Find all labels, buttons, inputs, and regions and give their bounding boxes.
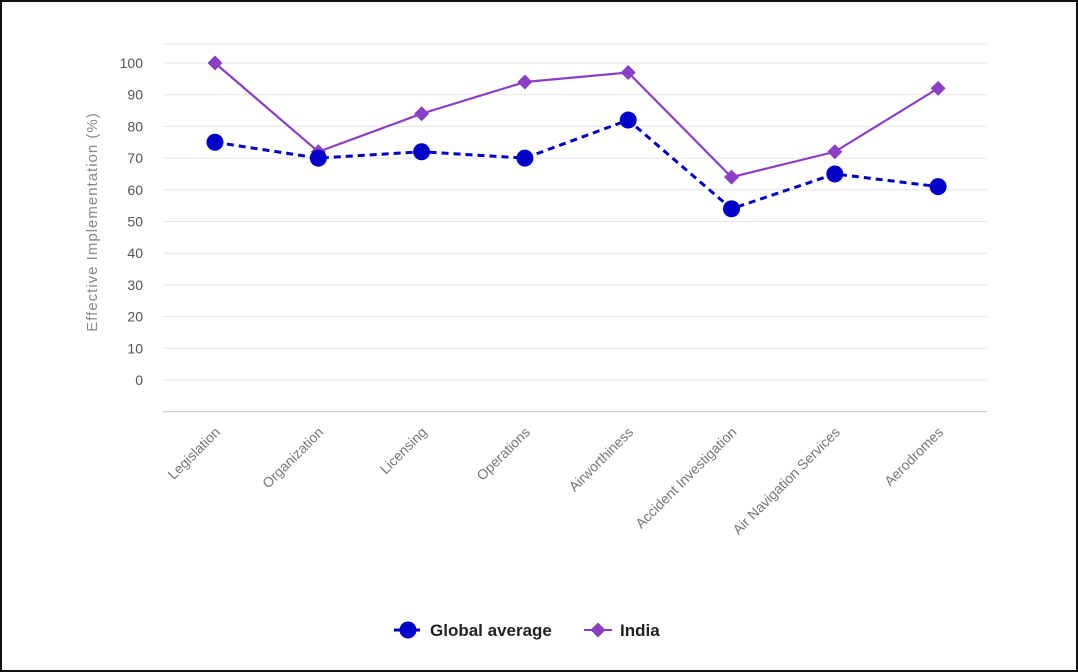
series-line	[214, 118, 939, 211]
x-tick-label: Organization	[259, 424, 326, 491]
y-tick-label: 80	[127, 118, 143, 134]
x-tick-label: Legislation	[164, 424, 223, 483]
data-point[interactable]	[516, 149, 534, 167]
y-tick-label: 10	[127, 340, 143, 356]
y-tick-label: 20	[127, 309, 143, 325]
data-point[interactable]	[929, 178, 947, 196]
x-axis-ticks: Legislation Organization Licensing Operatio…	[164, 424, 946, 538]
legend-item[interactable]: Global average	[394, 621, 552, 640]
data-point[interactable]	[414, 106, 430, 122]
data-point[interactable]	[826, 165, 844, 183]
y-tick-label: 40	[127, 245, 143, 261]
legend-item[interactable]: India	[584, 621, 660, 640]
x-tick-label: Airworthiness	[566, 424, 637, 495]
x-tick-label: Accident Investigation	[632, 424, 740, 532]
y-tick-label: 0	[135, 372, 143, 388]
x-tick-label: Air Navigation Services	[729, 424, 843, 538]
legend-marker	[399, 621, 417, 639]
data-point[interactable]	[309, 149, 327, 167]
data-point[interactable]	[207, 55, 223, 71]
y-tick-label: 60	[127, 182, 143, 198]
data-point[interactable]	[619, 111, 637, 129]
y-tick-label: 100	[120, 55, 144, 71]
data-point[interactable]	[517, 74, 533, 90]
legend-marker	[590, 622, 606, 638]
data-point[interactable]	[206, 133, 224, 151]
x-tick-label: Licensing	[377, 424, 430, 477]
data-point[interactable]	[723, 200, 740, 218]
y-tick-label: 50	[127, 214, 143, 230]
y-axis-ticks: 0 10 20 30 40 50 60 70 80 90 100	[120, 55, 144, 388]
series-line	[214, 62, 939, 179]
data-point[interactable]	[827, 144, 843, 160]
series-layer	[206, 55, 947, 218]
legend-label: Global average	[430, 621, 552, 640]
gridlines	[163, 43, 987, 413]
y-tick-label: 90	[127, 87, 143, 103]
x-tick-label: Operations	[473, 424, 533, 484]
legend-label: India	[620, 621, 660, 640]
data-point[interactable]	[724, 169, 739, 185]
data-point[interactable]	[930, 80, 946, 96]
y-tick-label: 70	[127, 150, 143, 166]
y-tick-label: 30	[127, 277, 143, 293]
data-point[interactable]	[413, 143, 431, 161]
data-point[interactable]	[620, 65, 636, 81]
x-tick-label: Aerodromes	[881, 424, 946, 489]
legend[interactable]: Global average India	[394, 621, 660, 640]
y-axis-label: Effective Implementation (%)	[84, 112, 101, 331]
